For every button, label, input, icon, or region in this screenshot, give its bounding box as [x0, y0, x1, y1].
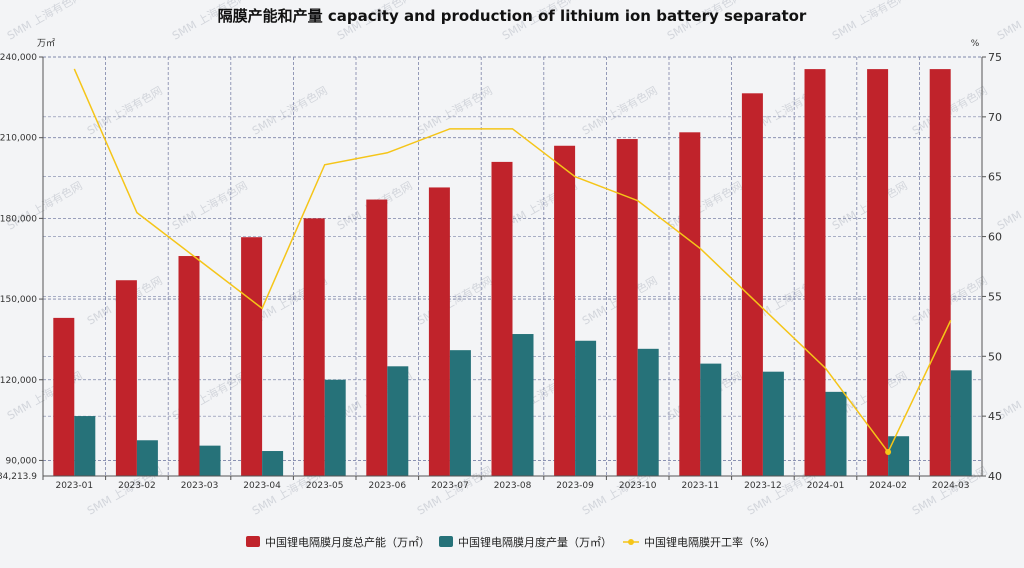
watermark-text: SMM 上海有色网 — [250, 83, 330, 137]
x-tick-label: 2024-02 — [869, 481, 907, 491]
bar-production — [136, 440, 158, 476]
bar-capacity — [741, 93, 763, 477]
line-utilization — [73, 68, 952, 454]
watermark-text: SMM 上海有色网 — [170, 178, 250, 232]
x-tick-label: 2023-03 — [181, 481, 219, 491]
bar-production — [950, 370, 972, 476]
legend-label: 中国锂电隔膜月度产量（万㎡） — [458, 535, 612, 549]
x-tick-label: 2023-08 — [494, 481, 532, 491]
bar-capacity — [303, 218, 325, 476]
bar-production — [700, 363, 722, 476]
legend-swatch-dot — [628, 539, 634, 545]
line-point — [885, 449, 892, 456]
bar-production — [512, 334, 534, 476]
x-tick-label: 2023-07 — [431, 481, 469, 491]
bar-capacity — [428, 187, 450, 476]
bar-capacity — [366, 199, 388, 476]
line-series — [73, 68, 952, 456]
x-tick-label: 2023-04 — [243, 481, 281, 491]
right-tick-label: 55 — [988, 290, 1002, 303]
right-tick-label: 45 — [988, 410, 1002, 423]
watermark-text: SMM 上海有色网 — [5, 0, 85, 43]
chart-title: 隔膜产能和产量 capacity and production of lithi… — [218, 7, 807, 25]
bar-production — [74, 416, 96, 476]
legend-label: 中国锂电隔膜开工率（%） — [644, 535, 775, 549]
right-tick-label: 50 — [988, 350, 1002, 363]
bar-production — [825, 391, 847, 476]
bar-capacity — [679, 132, 701, 476]
x-tick-label: 2023-10 — [619, 481, 657, 491]
left-axis-unit: 万㎡ — [37, 38, 55, 49]
bar-capacity — [53, 317, 75, 476]
right-tick-label: 75 — [988, 51, 1002, 64]
left-tick-label: 84,213.9 — [0, 472, 37, 482]
x-tick-label: 2023-12 — [744, 481, 782, 491]
legend-swatch — [439, 536, 453, 547]
legend-item-capacity: 中国锂电隔膜月度总产能（万㎡） — [246, 535, 430, 549]
watermark-text: SMM 上海有色网 — [995, 178, 1024, 232]
x-tick-label: 2023-02 — [118, 481, 156, 491]
bar-capacity — [867, 69, 889, 476]
watermark-text: SMM 上海有色网 — [5, 178, 85, 232]
legend: 中国锂电隔膜月度总产能（万㎡） 中国锂电隔膜月度产量（万㎡） 中国锂电隔膜开工率（%… — [246, 535, 775, 549]
x-tick-label: 2023-05 — [306, 481, 344, 491]
watermark-text: SMM 上海有色网 — [665, 178, 745, 232]
x-tick-label: 2023-06 — [368, 481, 406, 491]
x-tick-label: 2024-03 — [932, 481, 970, 491]
legend-item-utilization: 中国锂电隔膜开工率（%） — [623, 535, 775, 549]
bar-production — [387, 366, 409, 476]
bar-capacity — [178, 256, 200, 476]
bar-production — [888, 436, 910, 476]
right-tick-label: 65 — [988, 171, 1002, 184]
legend-item-production: 中国锂电隔膜月度产量（万㎡） — [439, 535, 612, 549]
bar-production — [324, 379, 346, 476]
bar-capacity — [115, 280, 137, 476]
x-tick-label: 2023-11 — [681, 481, 719, 491]
left-tick-label: 180,000 — [0, 214, 37, 224]
bar-production — [575, 340, 597, 476]
bar-capacity — [241, 237, 263, 476]
axes: 90,000 120,000 150,000 180,000 210,000 240,00… — [0, 51, 1002, 491]
bar-capacity — [616, 139, 638, 476]
left-tick-label: 120,000 — [0, 376, 37, 386]
bar-production — [762, 371, 784, 476]
legend-label: 中国锂电隔膜月度总产能（万㎡） — [265, 535, 430, 549]
right-axis-unit: % — [971, 39, 980, 49]
watermark-text: SMM 上海有色网 — [85, 83, 165, 137]
bar-capacity — [554, 145, 576, 476]
bar-capacity — [804, 69, 826, 476]
bars — [53, 69, 972, 477]
bar-capacity — [929, 69, 951, 476]
left-tick-label: 240,000 — [0, 53, 37, 63]
watermark-text: SMM 上海有色网 — [995, 0, 1024, 43]
bar-production — [199, 445, 221, 476]
watermark-text: SMM 上海有色网 — [830, 0, 910, 43]
x-tick-label: 2024-01 — [807, 481, 845, 491]
watermark-text: SMM 上海有色网 — [415, 273, 495, 327]
left-tick-label: 210,000 — [0, 134, 37, 144]
x-tick-label: 2023-01 — [55, 481, 93, 491]
bar-production — [262, 451, 284, 476]
bar-production — [449, 350, 471, 476]
bar-capacity — [491, 161, 513, 476]
left-tick-label: 90,000 — [6, 456, 38, 466]
right-tick-label: 40 — [988, 470, 1002, 483]
legend-swatch — [246, 536, 260, 547]
bar-production — [637, 348, 659, 476]
right-tick-label: 70 — [988, 111, 1002, 124]
watermark-text: SMM 上海有色网 — [580, 83, 660, 137]
right-tick-label: 60 — [988, 231, 1002, 244]
x-tick-label: 2023-09 — [556, 481, 594, 491]
left-tick-label: 150,000 — [0, 295, 37, 305]
